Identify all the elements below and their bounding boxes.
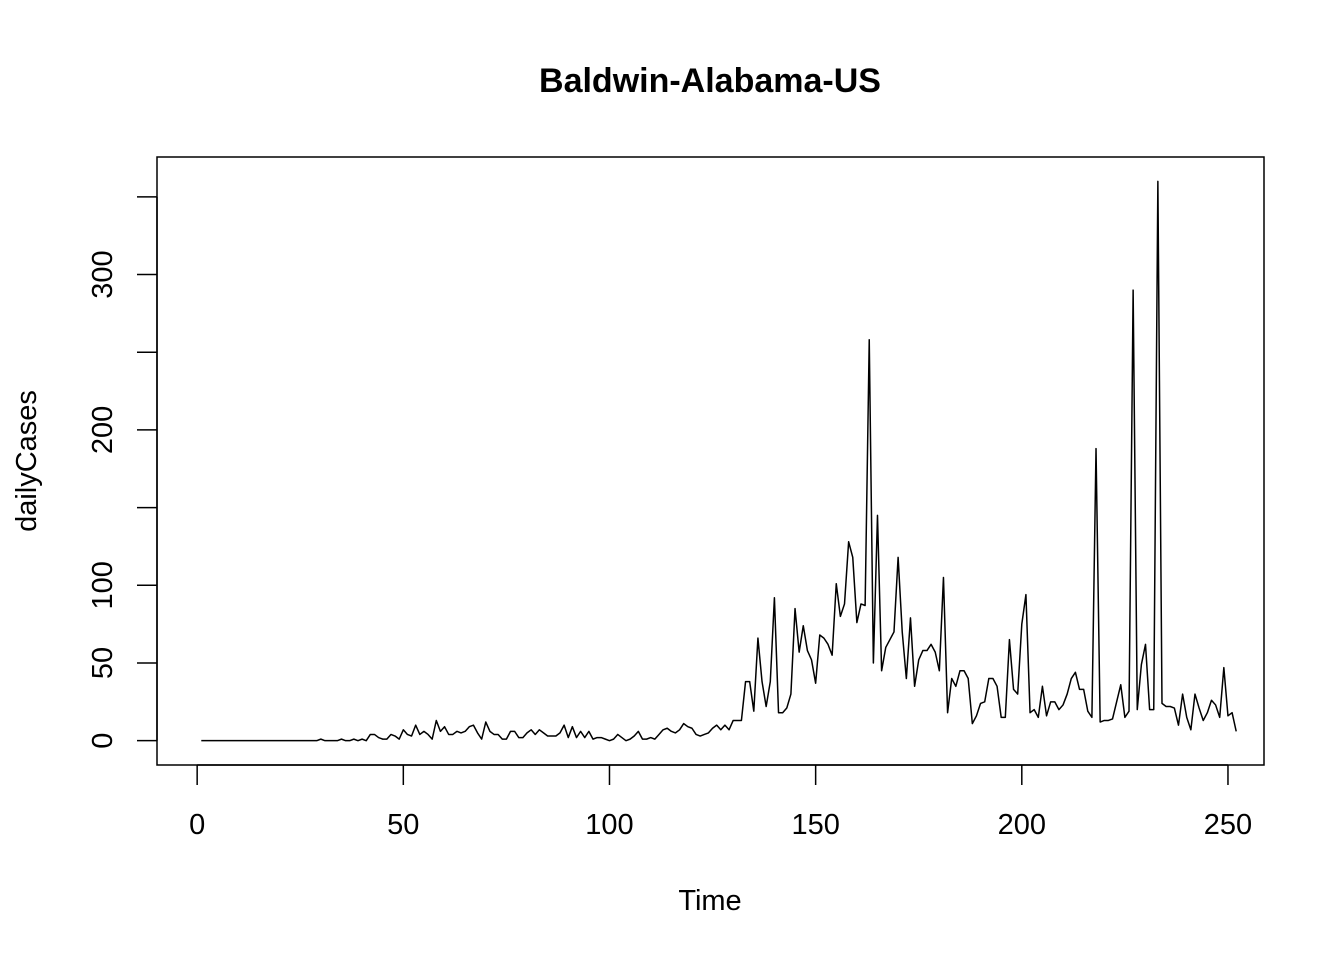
x-tick-label: 0	[189, 809, 205, 841]
y-axis: 0 50 100 200 300	[87, 196, 158, 749]
x-tick-label: 250	[1204, 809, 1252, 841]
x-tick-label: 100	[585, 809, 633, 841]
x-tick-label: 150	[791, 809, 839, 841]
y-tick-label: 50	[87, 647, 119, 679]
chart-title: Baldwin-Alabama-US	[539, 62, 881, 100]
y-axis-label: dailyCases	[11, 390, 43, 532]
x-tick-label: 50	[387, 809, 419, 841]
y-tick-label: 200	[87, 406, 119, 454]
x-axis: 0 50 100 150 200 250	[189, 764, 1252, 841]
x-axis-label: Time	[678, 885, 741, 917]
plot-frame	[156, 156, 1265, 766]
y-tick-label: 300	[87, 250, 119, 298]
y-tick-label: 100	[87, 561, 119, 609]
y-tick-label: 0	[87, 733, 119, 749]
series-line	[201, 180, 1237, 742]
x-tick-label: 200	[998, 809, 1046, 841]
